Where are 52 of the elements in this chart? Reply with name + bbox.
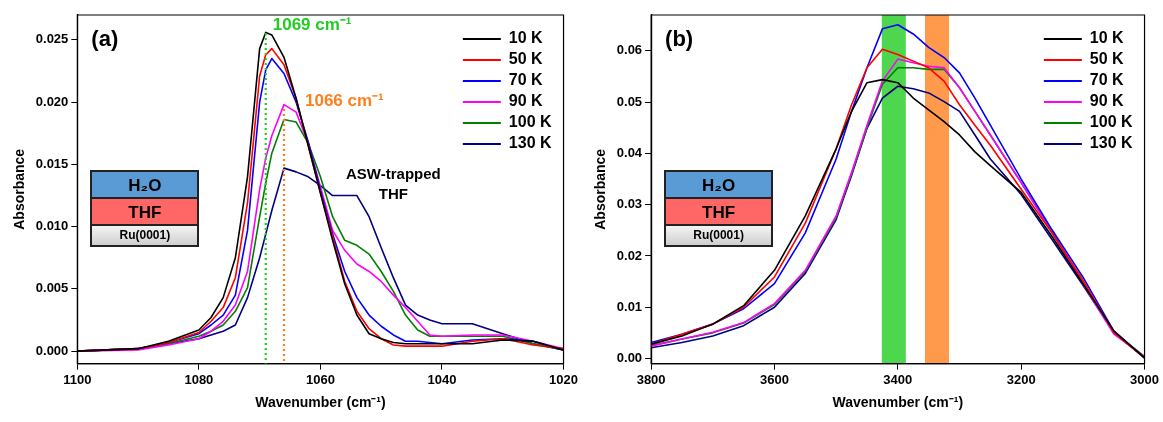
- y-axis-title: Absorbance: [11, 148, 28, 230]
- legend-label: 130 K: [508, 134, 552, 152]
- y-tick-label: 0.02: [616, 247, 643, 263]
- x-axis-title: Wavenumber (cm⁻¹): [255, 394, 386, 411]
- annotation: THF: [666, 199, 772, 226]
- x-tick-label: 1060: [305, 371, 335, 387]
- ref-line-label: 1066 cm⁻¹: [304, 90, 385, 110]
- annotation: H₂O: [92, 172, 198, 199]
- ref-line-label: 1069 cm⁻¹: [272, 14, 352, 34]
- x-axis-title: Wavenumber (cm⁻¹): [832, 394, 964, 411]
- y-tick-label: 0.010: [35, 218, 69, 234]
- y-tick-label: 0.020: [35, 93, 69, 109]
- y-tick-label: 0.03: [616, 196, 643, 212]
- legend-label: 130 K: [1089, 134, 1133, 152]
- x-tick-label: 3400: [883, 371, 913, 387]
- y-tick-label: 0.04: [616, 144, 643, 160]
- y-tick-label: 0.01: [616, 298, 643, 314]
- x-tick-label: 3600: [760, 371, 789, 387]
- x-tick-label: 3800: [636, 371, 666, 387]
- legend-label: 10 K: [1089, 29, 1125, 47]
- x-tick-label: 1020: [549, 371, 578, 387]
- legend-label: 90 K: [508, 92, 544, 110]
- y-tick-label: 0.000: [35, 342, 69, 358]
- annotation: (b): [665, 26, 694, 52]
- y-axis-title: Absorbance: [592, 148, 609, 230]
- legend-label: 100 K: [1089, 113, 1133, 131]
- legend-label: 90 K: [1089, 92, 1125, 110]
- layer-stack: H₂O THF Ru(0001): [90, 170, 200, 247]
- y-tick-label: 0.06: [616, 42, 643, 58]
- x-tick-label: 1100: [63, 371, 92, 387]
- y-tick-label: 0.005: [35, 280, 69, 296]
- legend-label: 100 K: [508, 113, 552, 131]
- x-tick-label: 3000: [1130, 371, 1159, 387]
- y-tick-label: 0.025: [35, 31, 69, 47]
- legend-label: 50 K: [508, 50, 544, 68]
- legend-label: 70 K: [1089, 71, 1125, 89]
- annotation: Ru(0001): [666, 226, 772, 245]
- x-tick-label: 1040: [427, 371, 457, 387]
- legend-label: 50 K: [1089, 50, 1125, 68]
- y-tick-label: 0.015: [35, 155, 69, 171]
- x-tick-label: 3200: [1006, 371, 1036, 387]
- annotation: THF: [92, 199, 198, 226]
- y-tick-label: 0.05: [616, 93, 643, 109]
- x-tick-label: 1080: [184, 371, 214, 387]
- annotation: H₂O: [666, 172, 772, 199]
- layer-stack: H₂O THF Ru(0001): [664, 170, 774, 247]
- annotation: Ru(0001): [92, 226, 198, 245]
- annotation: (a): [91, 26, 119, 52]
- legend-label: 10 K: [508, 29, 544, 47]
- y-tick-label: 0.00: [616, 350, 643, 366]
- annotation: ASW-trapped THF: [346, 164, 441, 202]
- legend-label: 70 K: [508, 71, 544, 89]
